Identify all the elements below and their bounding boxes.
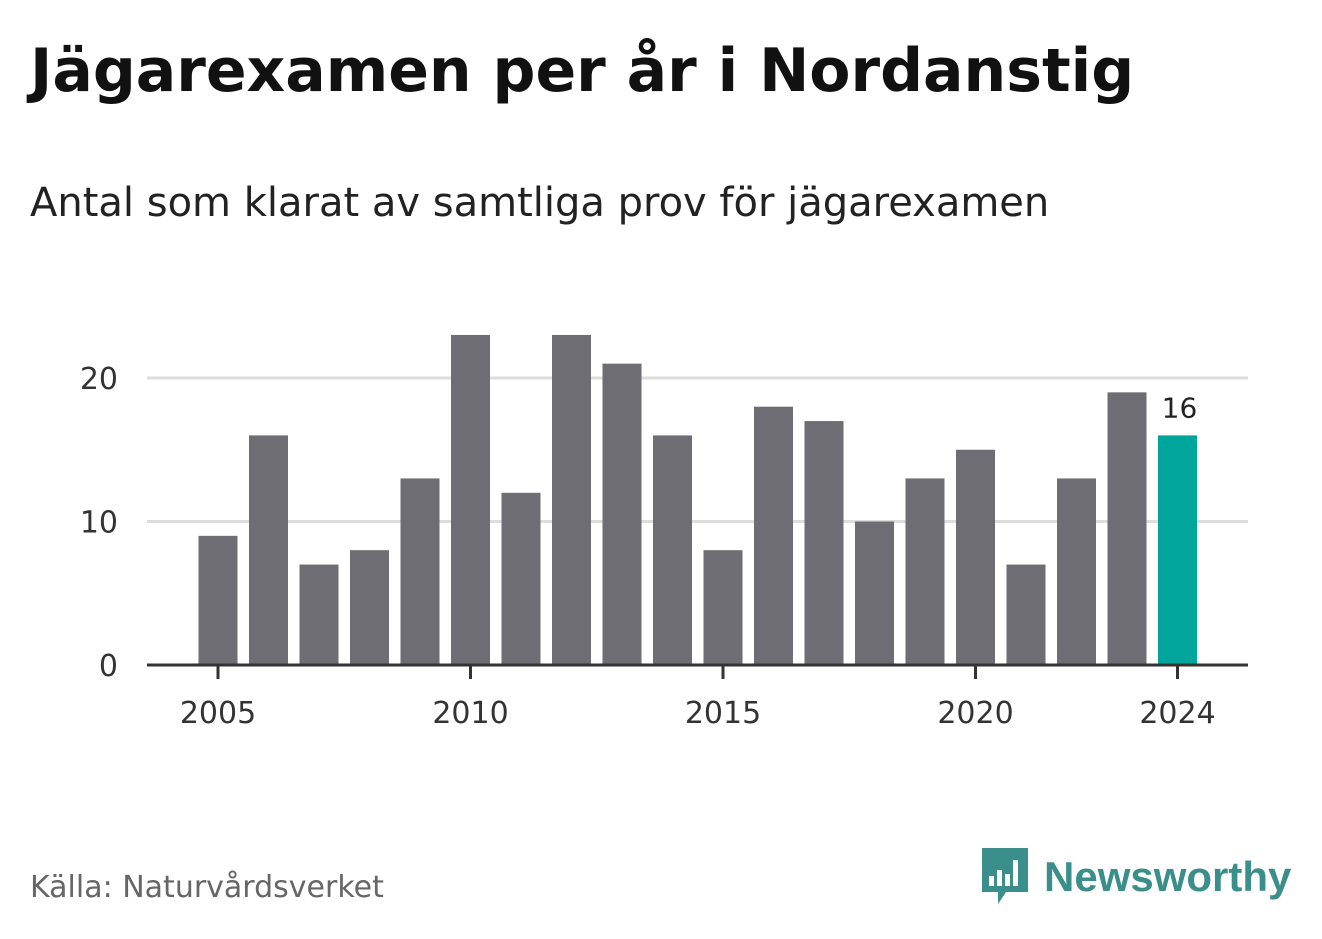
bar-2021 xyxy=(1006,564,1046,665)
x-tick-label-2005: 2005 xyxy=(180,696,256,731)
y-tick-label-10: 10 xyxy=(80,506,118,541)
bar-chart: 0 10 20 2005 2010 2015 2020 2024 16 xyxy=(80,334,1248,731)
bar-2005 xyxy=(198,535,238,665)
bar-2015 xyxy=(703,550,743,665)
chart-subtitle: Antal som klarat av samtliga prov för jä… xyxy=(30,180,1050,226)
source-note: Källa: Naturvårdsverket xyxy=(30,870,384,905)
bar-2011 xyxy=(501,492,541,665)
x-tick-label-2015: 2015 xyxy=(685,696,761,731)
bar-2010 xyxy=(451,334,490,665)
brand-name: Newsworthy xyxy=(1044,853,1292,900)
y-axis-ticks: 0 10 20 xyxy=(80,362,118,684)
bar-2014 xyxy=(653,435,692,665)
bar-2007 xyxy=(299,564,339,665)
y-tick-label-20: 20 xyxy=(80,362,118,397)
brand-logo: Newsworthy xyxy=(980,846,1291,908)
bar-2024 xyxy=(1158,435,1197,665)
highlight-value-label: 16 xyxy=(1162,391,1198,424)
x-tick-label-2020: 2020 xyxy=(937,696,1013,731)
bars xyxy=(198,334,1197,665)
bar-2017 xyxy=(804,421,844,665)
bar-2020 xyxy=(956,449,995,665)
x-tick-label-2010: 2010 xyxy=(432,696,508,731)
bar-2023 xyxy=(1107,392,1147,665)
bar-2012 xyxy=(552,334,591,665)
bar-2018 xyxy=(855,521,894,665)
x-tick-label-2024: 2024 xyxy=(1139,696,1215,731)
bar-2006 xyxy=(249,435,288,665)
bar-2016 xyxy=(754,406,793,665)
x-axis-ticks: 2005 2010 2015 2020 2024 xyxy=(180,665,1216,731)
bar-2008 xyxy=(350,550,389,665)
bar-chart-speech-bubble-icon xyxy=(982,848,1028,904)
bar-2019 xyxy=(905,478,945,665)
y-tick-label-0: 0 xyxy=(99,649,118,684)
bar-2022 xyxy=(1057,478,1096,665)
bar-2013 xyxy=(602,363,642,665)
chart-title: Jägarexamen per år i Nordanstig xyxy=(30,36,1135,106)
bar-2009 xyxy=(400,478,440,665)
